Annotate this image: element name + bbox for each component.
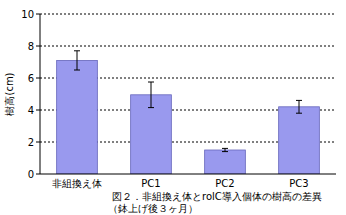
- y-axis: [40, 14, 41, 174]
- bar: [205, 150, 246, 174]
- title: 図２．非組換え体とrolC導入個体の樹高の差異: [112, 191, 322, 202]
- y-tick-label: 10: [21, 9, 34, 20]
- error-cap: [296, 113, 302, 114]
- y-tick-label: 2: [28, 137, 34, 148]
- x-tick-label: 非組換え体: [52, 178, 102, 189]
- plot-area: [57, 51, 320, 174]
- grid-line: [40, 46, 336, 47]
- error-cap: [148, 107, 154, 108]
- subtitle: （鉢上げ後３ヶ月）: [108, 203, 198, 214]
- error-bar: [148, 82, 154, 108]
- y-tick-label: 0: [28, 169, 34, 180]
- grid-line: [40, 14, 336, 15]
- error-bar: [74, 51, 80, 70]
- y-tick-label: 8: [28, 41, 34, 52]
- error-stem: [77, 51, 78, 70]
- y-tick: [36, 110, 40, 111]
- error-cap: [148, 82, 154, 83]
- y-tick: [36, 46, 40, 47]
- error-cap: [222, 148, 228, 149]
- error-cap: [74, 70, 80, 71]
- y-tick: [36, 78, 40, 79]
- error-bar: [296, 100, 302, 113]
- error-stem: [299, 100, 300, 113]
- y-tick: [36, 174, 40, 175]
- bar: [57, 60, 98, 174]
- chart: 0 2 4 6 8 10 非組換え体 PC1 PC2 PC3 樹高(cm) 図２．非組換え体とrolC…: [0, 0, 346, 215]
- y-tick: [36, 142, 40, 143]
- y-tick: [36, 14, 40, 15]
- x-tick-label: PC1: [141, 178, 160, 189]
- x-tick-label: PC2: [215, 178, 234, 189]
- error-stem: [151, 82, 152, 108]
- error-cap: [74, 50, 80, 51]
- y-tick-label: 4: [28, 105, 34, 116]
- x-tick-label: PC3: [289, 178, 308, 189]
- error-cap: [296, 100, 302, 101]
- x-axis: [40, 174, 336, 175]
- error-cap: [222, 151, 228, 152]
- bar: [279, 107, 320, 174]
- y-tick-label: 6: [28, 73, 34, 84]
- error-bar: [222, 148, 228, 151]
- y-axis-label: 樹高(cm): [4, 72, 15, 115]
